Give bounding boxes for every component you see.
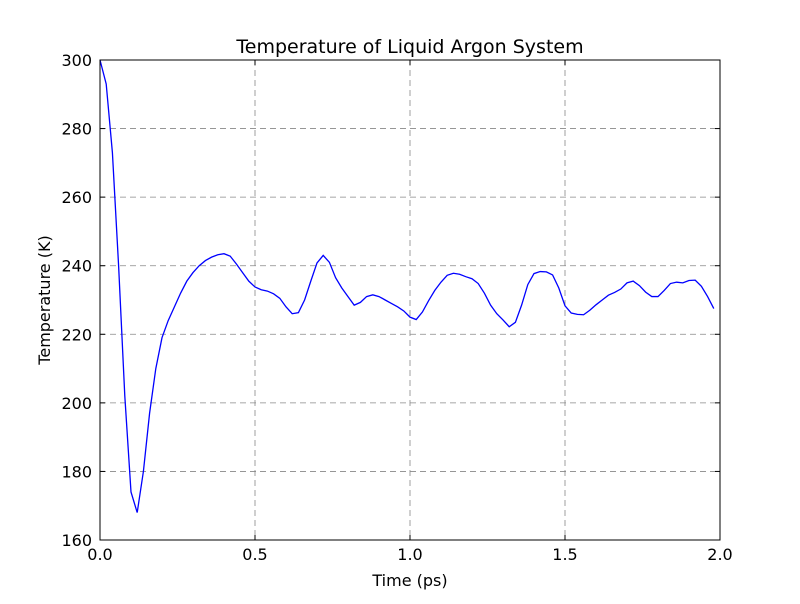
chart-title: Temperature of Liquid Argon System xyxy=(235,36,583,58)
y-tick-label: 160 xyxy=(61,531,92,550)
y-tick-label: 300 xyxy=(61,51,92,70)
data-line xyxy=(99,59,715,513)
y-tick-label: 280 xyxy=(61,120,92,139)
x-tick-label: 0.0 xyxy=(87,545,112,564)
x-tick-label: 1.0 xyxy=(397,545,422,564)
x-axis-label: Time (ps) xyxy=(371,571,447,590)
x-tick-label: 1.5 xyxy=(552,545,577,564)
y-tick-label: 180 xyxy=(61,462,92,481)
x-tick-label: 2.0 xyxy=(707,545,732,564)
y-axis-label: Temperature (K) xyxy=(35,235,54,365)
y-tick-label: 200 xyxy=(61,394,92,413)
y-tick-label: 260 xyxy=(61,188,92,207)
y-tick-label: 220 xyxy=(61,325,92,344)
x-tick-label: 0.5 xyxy=(242,545,267,564)
y-tick-label: 240 xyxy=(61,257,92,276)
plot-frame xyxy=(99,59,721,541)
